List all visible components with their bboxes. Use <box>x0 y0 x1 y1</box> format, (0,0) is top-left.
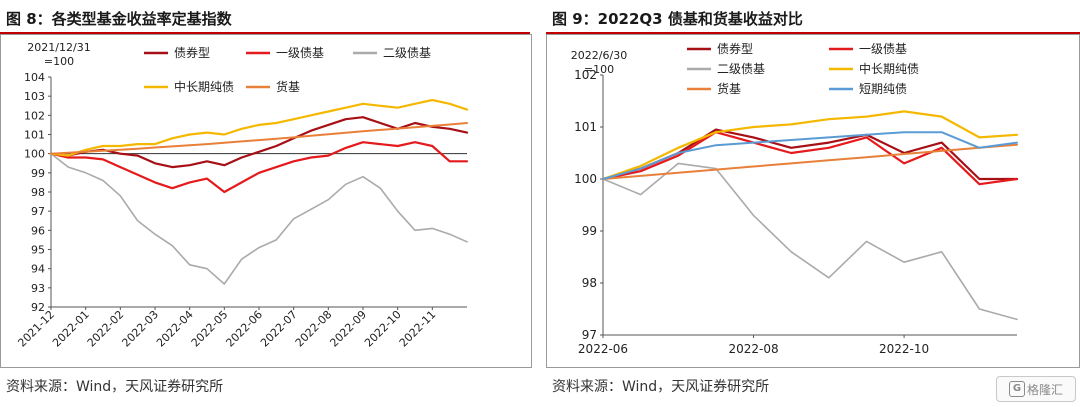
right-base-note: 2022/6/30 <box>571 49 627 62</box>
left-legend-label: 二级债基 <box>383 46 431 60</box>
watermark-logo: G 格隆汇 <box>996 376 1076 402</box>
right-series-line <box>602 162 1018 321</box>
left-source-note: 资料来源：Wind，天风证券研究所 <box>6 379 224 395</box>
right-line-chart: 97 98 99 100 101 102 2022-06 2022-08 2022-10 2022… <box>571 41 1019 356</box>
left-x-tick-label: 2021-12 <box>15 308 57 350</box>
right-series-line <box>601 131 1019 186</box>
right-y-tick-label: 98 <box>582 276 597 290</box>
left-y-tick-label: 100 <box>24 148 45 161</box>
left-x-tick-label: 2022-10 <box>362 308 404 350</box>
right-series-line <box>602 143 1018 180</box>
right-y-tick-label: 102 <box>574 68 597 82</box>
left-legend-label: 一级债基 <box>276 46 324 60</box>
left-base-note: =100 <box>44 55 74 68</box>
left-y-tick-label: 95 <box>31 244 45 257</box>
left-chart-title: 图 8：各类型基金收益率定基指数 <box>6 10 232 28</box>
left-y-tick-label: 93 <box>31 282 45 295</box>
left-legend-label: 中长期纯债 <box>174 79 234 94</box>
left-series-line <box>49 141 469 194</box>
watermark-text: 格隆汇 <box>1026 382 1063 397</box>
right-chart-panel: 97 98 99 100 101 102 2022-06 2022-08 2022-10 2022… <box>546 34 1080 368</box>
right-legend-label: 二级债基 <box>717 62 765 76</box>
left-x-tick-label: 2022-07 <box>258 308 300 350</box>
left-series-line <box>50 152 468 285</box>
right-legend-label: 中长期纯债 <box>859 61 919 76</box>
left-y-tick-label: 101 <box>24 129 45 142</box>
right-source-note: 资料来源：Wind，天风证券研究所 <box>552 379 770 395</box>
left-y-tick-label: 98 <box>31 186 45 199</box>
left-legend-label: 货基 <box>276 79 300 94</box>
left-x-tick-label: 2022-03 <box>119 308 161 350</box>
left-x-tick-label: 2022-09 <box>327 308 369 350</box>
right-y-tick-label: 101 <box>574 120 597 134</box>
left-y-tick-label: 94 <box>31 263 45 276</box>
right-x-tick-label: 2022-06 <box>578 342 628 356</box>
right-chart-title: 图 9：2022Q3 债基和货基收益对比 <box>552 10 803 28</box>
right-series-line <box>602 131 1018 180</box>
right-series-line <box>601 110 1019 181</box>
left-x-tick-label: 2022-08 <box>293 308 335 350</box>
left-y-tick-label: 96 <box>31 224 45 237</box>
right-legend-label: 货基 <box>717 81 741 96</box>
right-base-note: =100 <box>584 63 614 76</box>
right-title-rule <box>546 32 1080 34</box>
left-chart-panel: 92 93 94 95 96 97 98 99 100 101 102 103 104 2021-12 20… <box>0 34 532 368</box>
left-x-tick-label: 2022-01 <box>50 308 92 350</box>
left-y-tick-label: 92 <box>31 301 45 314</box>
right-x-tick-label: 2022-10 <box>879 342 929 356</box>
left-y-tick-label: 102 <box>24 109 45 122</box>
right-y-tick-label: 97 <box>582 328 597 342</box>
left-series-line <box>49 98 469 157</box>
left-title-rule <box>0 32 530 34</box>
right-y-tick-label: 100 <box>574 172 597 186</box>
right-legend-label: 短期纯债 <box>859 82 907 96</box>
left-legend-label: 债券型 <box>174 45 210 60</box>
watermark-g-icon: G <box>1008 381 1025 397</box>
left-series-line <box>50 122 468 155</box>
left-x-tick-label: 2022-06 <box>223 308 265 350</box>
right-y-tick-label: 99 <box>582 224 597 238</box>
left-y-tick-label: 103 <box>24 90 45 103</box>
right-legend-label: 一级债基 <box>859 42 907 56</box>
left-x-tick-label: 2022-05 <box>189 308 231 350</box>
left-line-chart: 92939495969798991001011021031042021-1220… <box>15 41 469 350</box>
left-y-tick-label: 104 <box>24 71 45 84</box>
right-legend-label: 债券型 <box>717 41 753 56</box>
right-x-tick-label: 2022-08 <box>728 342 778 356</box>
left-y-tick-label: 99 <box>31 167 45 180</box>
left-x-tick-label: 2022-11 <box>397 308 439 350</box>
left-x-tick-label: 2022-04 <box>154 308 196 350</box>
left-x-tick-label: 2022-02 <box>85 308 127 350</box>
left-y-tick-label: 97 <box>31 205 45 218</box>
left-base-note: 2021/12/31 <box>27 41 90 54</box>
